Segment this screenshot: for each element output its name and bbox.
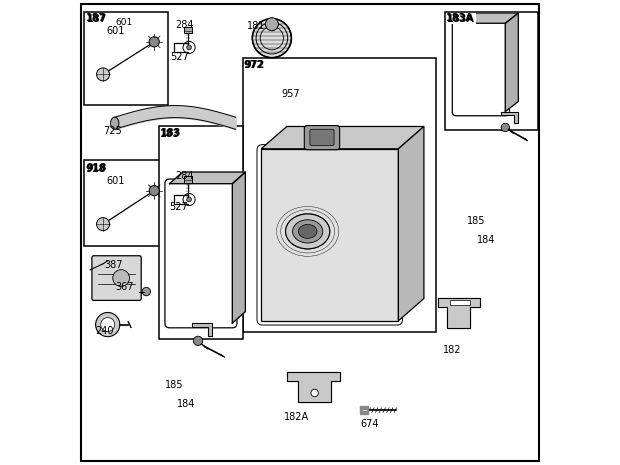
Text: 183: 183 <box>160 129 180 140</box>
Polygon shape <box>505 13 518 112</box>
Polygon shape <box>456 13 518 23</box>
Text: 187: 187 <box>87 14 107 24</box>
Text: 184: 184 <box>177 399 195 409</box>
Ellipse shape <box>286 214 330 249</box>
Polygon shape <box>438 298 480 328</box>
Bar <box>184 27 192 33</box>
Ellipse shape <box>110 117 119 129</box>
Text: 972: 972 <box>244 60 264 70</box>
Text: 183A: 183A <box>447 14 475 24</box>
FancyBboxPatch shape <box>452 19 510 116</box>
Bar <box>450 300 471 305</box>
Text: 367: 367 <box>115 282 134 292</box>
Circle shape <box>311 389 319 397</box>
Circle shape <box>95 312 120 337</box>
Ellipse shape <box>298 225 317 239</box>
Circle shape <box>100 318 115 332</box>
Text: 725: 725 <box>103 126 122 137</box>
Text: 972: 972 <box>245 60 265 71</box>
Text: 601: 601 <box>115 18 133 27</box>
Circle shape <box>501 123 510 132</box>
Text: 182: 182 <box>443 345 461 355</box>
Circle shape <box>252 19 291 58</box>
Text: 182A: 182A <box>285 412 309 422</box>
Text: eReplacementParts.com: eReplacementParts.com <box>238 256 382 269</box>
Circle shape <box>149 186 159 196</box>
Circle shape <box>97 68 110 81</box>
Text: 183: 183 <box>161 128 182 138</box>
Polygon shape <box>169 172 246 184</box>
Polygon shape <box>286 372 340 402</box>
Text: 674: 674 <box>360 419 379 430</box>
Text: 918: 918 <box>86 164 106 174</box>
Circle shape <box>265 18 278 31</box>
FancyBboxPatch shape <box>92 256 141 300</box>
Text: 601: 601 <box>106 26 125 36</box>
Polygon shape <box>192 323 213 336</box>
Text: 918: 918 <box>87 163 107 173</box>
Text: 284: 284 <box>175 20 193 30</box>
Circle shape <box>149 37 159 47</box>
Text: 185: 185 <box>165 380 184 391</box>
Polygon shape <box>501 112 518 123</box>
Bar <box>184 176 192 183</box>
Bar <box>242 58 435 332</box>
Circle shape <box>113 270 130 286</box>
Bar <box>360 406 368 414</box>
Bar <box>445 12 538 130</box>
Polygon shape <box>261 149 398 321</box>
Bar <box>159 126 242 339</box>
Text: 184: 184 <box>476 235 495 245</box>
Circle shape <box>142 287 151 296</box>
Circle shape <box>193 336 203 345</box>
Text: 387: 387 <box>104 260 123 271</box>
Text: 187: 187 <box>86 13 106 23</box>
Text: 284: 284 <box>175 171 193 181</box>
Circle shape <box>187 45 192 50</box>
Polygon shape <box>261 126 424 149</box>
FancyBboxPatch shape <box>304 126 340 150</box>
Circle shape <box>97 218 110 231</box>
FancyBboxPatch shape <box>165 179 237 328</box>
Ellipse shape <box>293 220 323 243</box>
Polygon shape <box>398 126 424 321</box>
Text: 601: 601 <box>106 176 125 186</box>
Text: 185: 185 <box>467 216 485 226</box>
Text: 527: 527 <box>169 202 188 213</box>
Text: 527: 527 <box>170 52 189 62</box>
Text: 181: 181 <box>247 21 265 31</box>
Bar <box>84 12 168 105</box>
Bar <box>84 160 168 246</box>
Text: 957: 957 <box>281 89 300 100</box>
Text: 240: 240 <box>95 326 113 337</box>
FancyBboxPatch shape <box>310 129 334 146</box>
Polygon shape <box>232 172 246 323</box>
Circle shape <box>187 197 192 202</box>
Text: 183A: 183A <box>446 13 474 23</box>
